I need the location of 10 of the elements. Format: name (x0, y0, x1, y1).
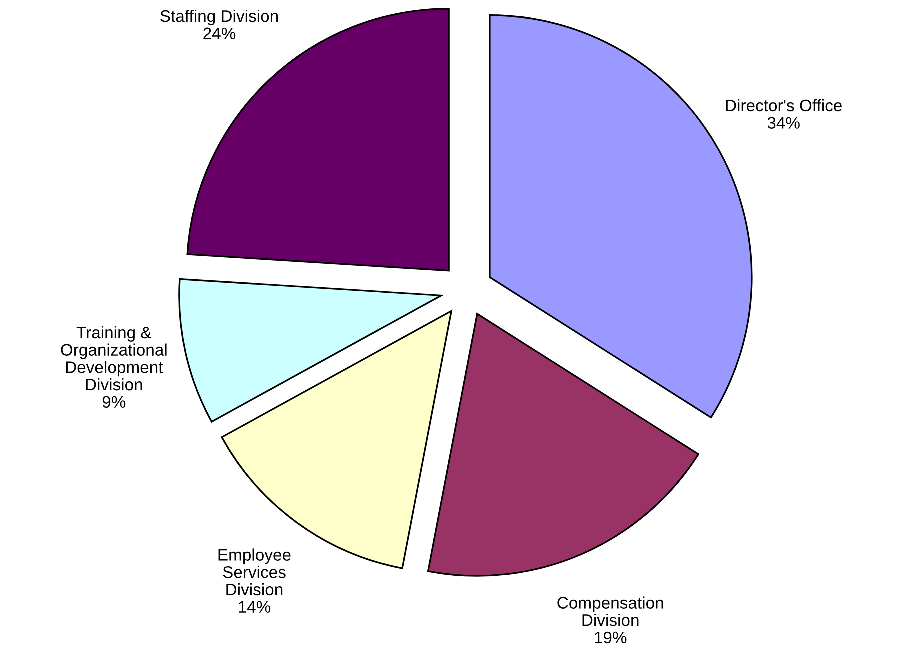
data-label: 24% (204, 28, 236, 40)
slice-label: Compensation Division (558, 596, 664, 626)
slice-label: Employee Services Division (218, 548, 291, 596)
data-label: 14% (239, 601, 271, 613)
slice-label: Staffing Division (160, 10, 278, 26)
slice-label: Training & Organizational Development Division (61, 326, 167, 391)
slice-label: Director's Office (726, 99, 842, 112)
data-label: 9% (102, 396, 126, 408)
data-label: 19% (595, 632, 627, 644)
data-label: 34% (768, 117, 800, 129)
